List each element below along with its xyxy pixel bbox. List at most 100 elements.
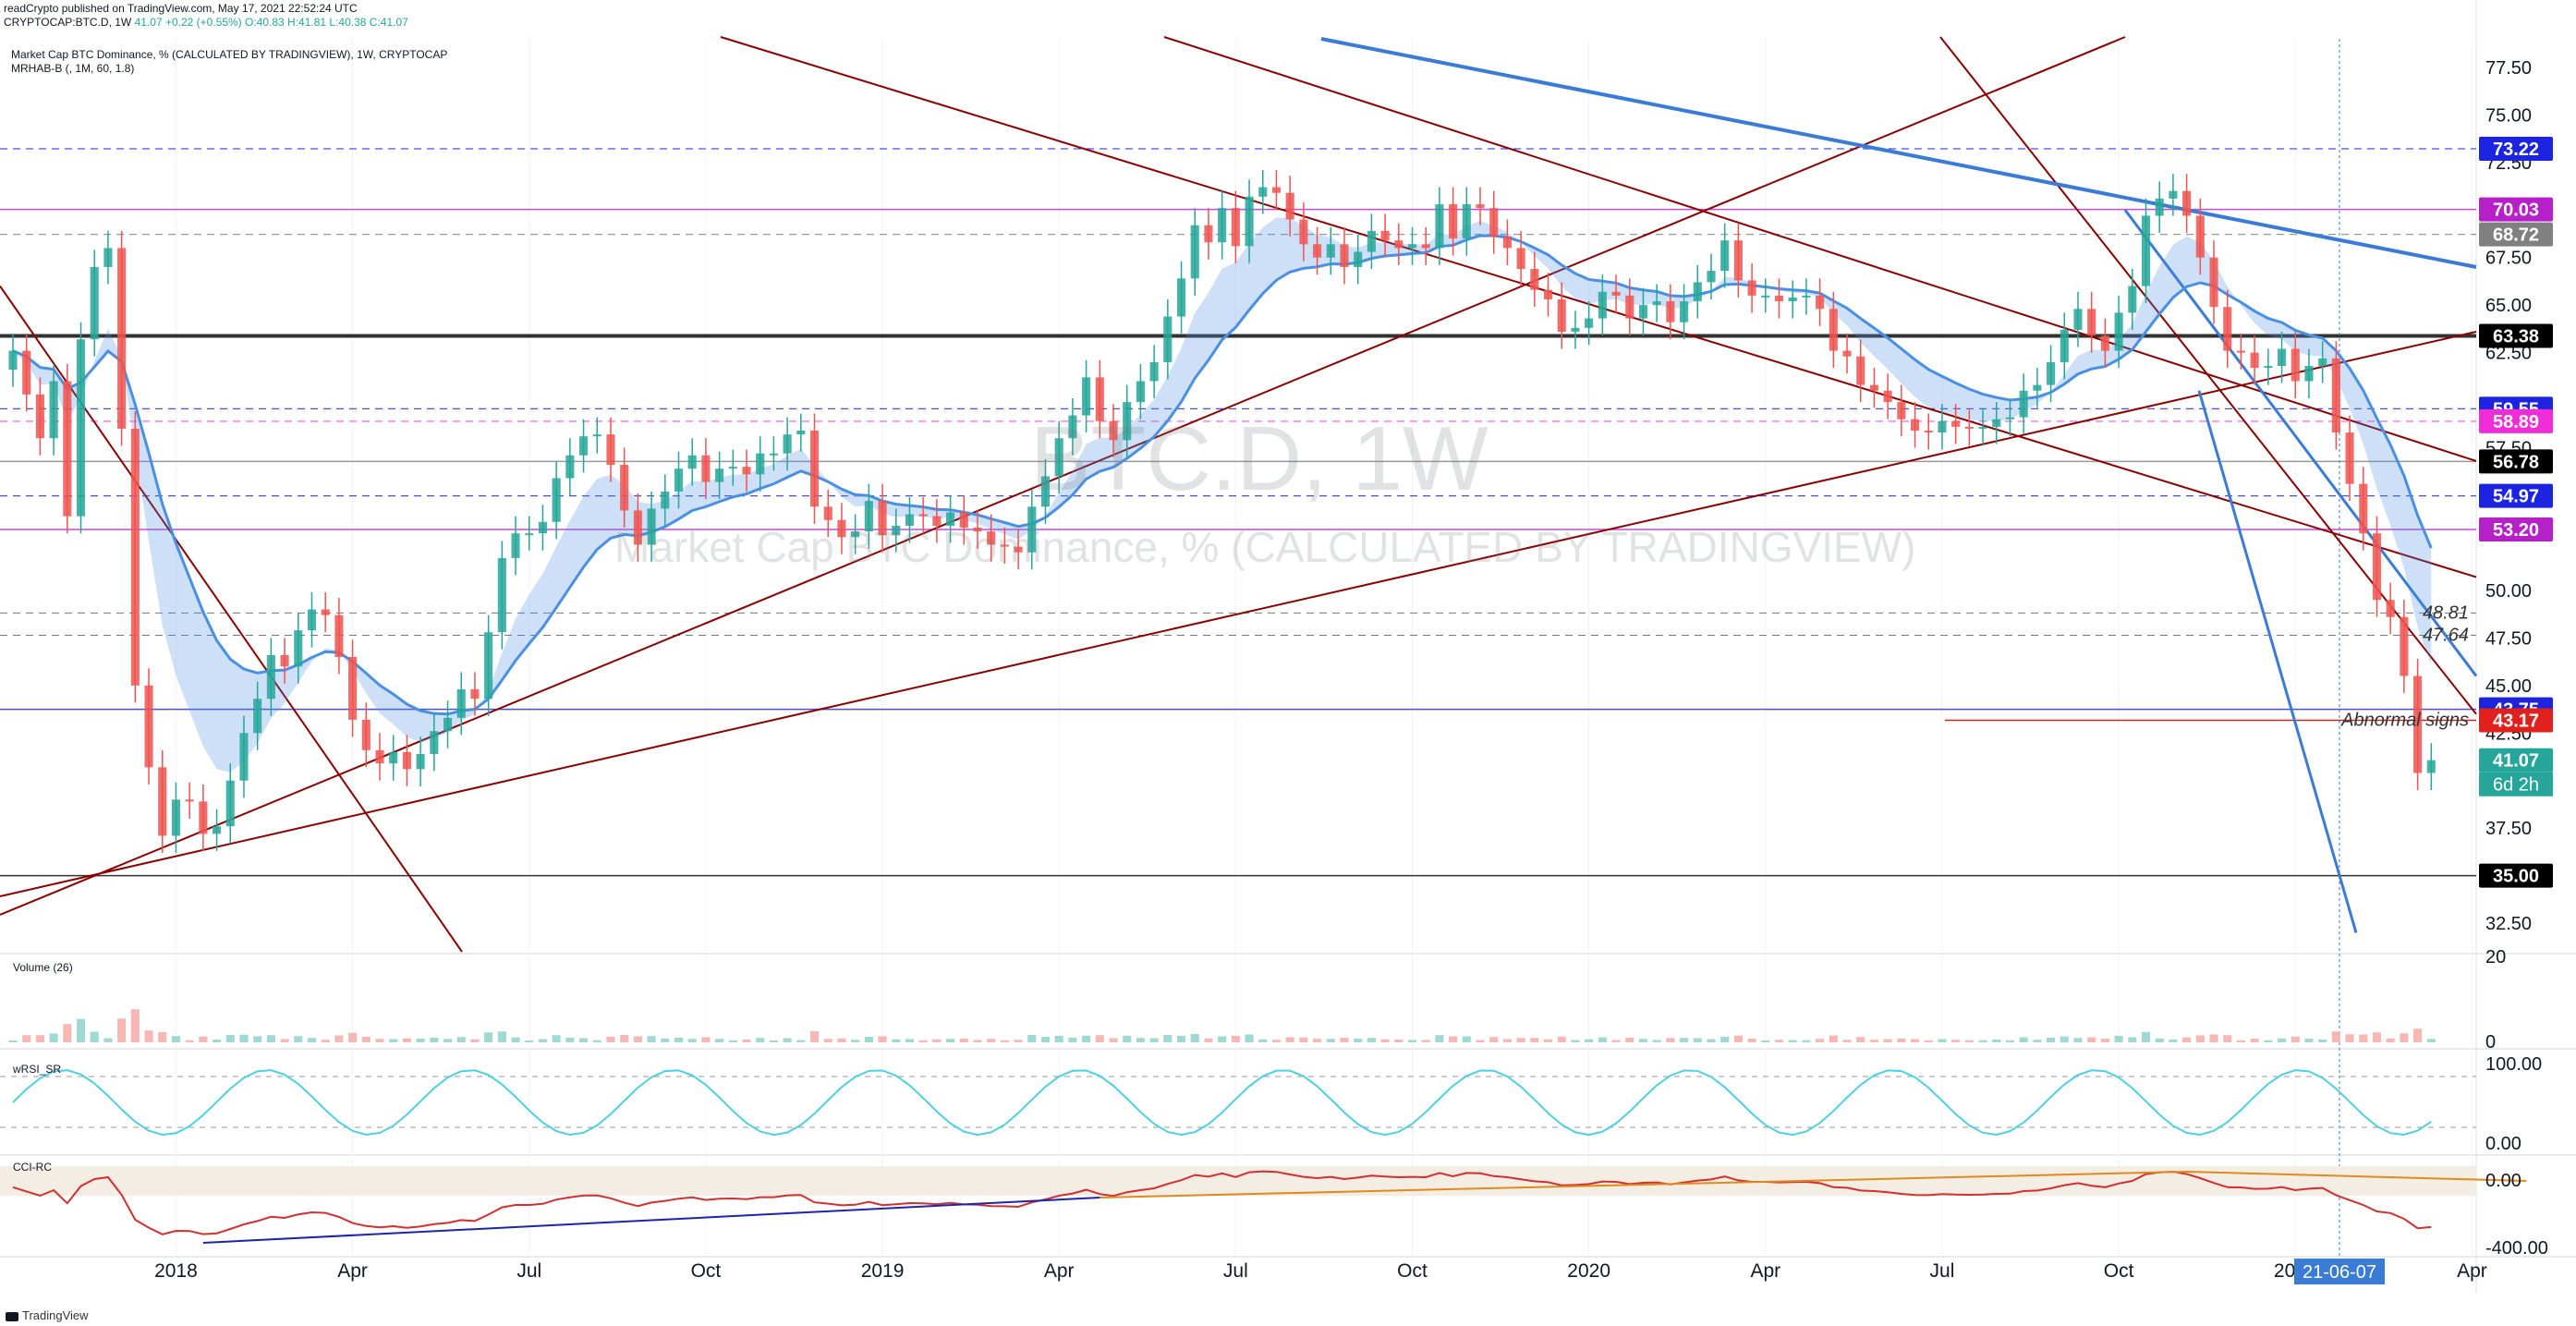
volume-bar <box>171 1036 181 1042</box>
volume-bar <box>375 1039 384 1042</box>
volume-bar <box>1992 1040 2001 1042</box>
x-tick-label: Apr <box>337 1260 368 1282</box>
publisher-line: readCrypto published on TradingView.com,… <box>4 2 358 15</box>
candle-body <box>294 630 303 667</box>
volume-bar <box>1109 1038 1118 1042</box>
tradingview-footer[interactable]: TradingView <box>6 1308 89 1322</box>
candle-body <box>783 434 792 454</box>
candle-body <box>2290 348 2300 382</box>
trendline <box>0 331 2477 897</box>
candle-body <box>918 514 928 517</box>
candle-body <box>430 731 439 754</box>
candle-body <box>1964 426 1974 429</box>
candle-body <box>2128 286 2137 313</box>
volume-bar <box>1163 1035 1173 1042</box>
volume-bar <box>742 1040 751 1042</box>
volume-bar <box>1761 1040 1770 1042</box>
volume-bar <box>225 1035 235 1042</box>
candle-body <box>756 453 765 475</box>
x-tick-label: 2019 <box>861 1260 905 1282</box>
price-badge-label: 63.38 <box>2493 327 2539 347</box>
candle-body <box>171 799 181 836</box>
volume-tick-label: 20 <box>2485 947 2506 967</box>
candle-body <box>1788 297 1797 302</box>
candle-body <box>49 381 58 439</box>
candle-body <box>2236 350 2245 353</box>
price-badge-label: 56.78 <box>2493 452 2539 472</box>
x-tick-label: Oct <box>1397 1260 1428 1282</box>
volume-bar <box>1774 1040 1784 1042</box>
volume-bar <box>552 1035 561 1042</box>
candle-body <box>1462 204 1471 239</box>
candle-body <box>2114 312 2123 351</box>
candle-body <box>1285 192 1294 220</box>
volume-bar <box>1367 1038 1376 1042</box>
x-tick-label: Apr <box>2457 1260 2487 1282</box>
candle-body <box>63 381 72 517</box>
candle-body <box>1557 298 1566 332</box>
candle-body <box>1190 225 1199 279</box>
candle-body <box>552 478 561 522</box>
candle-body <box>1816 295 1825 310</box>
price-badge-label: 68.72 <box>2493 225 2539 246</box>
volume-bar <box>307 1038 317 1042</box>
volume-bar <box>756 1038 765 1042</box>
candle-body <box>525 533 534 536</box>
volume-bar <box>213 1040 222 1042</box>
volume-bar <box>851 1040 860 1042</box>
volume-bar <box>1802 1040 1811 1042</box>
price-badge-label: 54.97 <box>2493 487 2539 507</box>
x-tick-label: 2018 <box>154 1260 198 1282</box>
price-badge <box>2479 863 2553 888</box>
volume-bar <box>837 1038 846 1042</box>
volume-bar <box>633 1036 642 1042</box>
price-badge <box>2479 748 2553 772</box>
candle-body <box>1842 350 1852 357</box>
volume-bar <box>2290 1036 2300 1042</box>
volume-bar <box>606 1037 615 1042</box>
candle-body <box>1407 244 1417 249</box>
blue-trendline <box>2197 390 2358 933</box>
candle-body <box>565 455 575 479</box>
countdown-badge <box>2479 772 2553 797</box>
volume-bar <box>2060 1036 2069 1042</box>
candle-body <box>701 455 711 482</box>
trendline <box>1939 36 2477 715</box>
volume-bar <box>348 1032 358 1042</box>
candle-body <box>864 501 873 532</box>
volume-bar <box>2345 1034 2354 1042</box>
volume-bar <box>2426 1039 2436 1042</box>
y-tick-label: 62.50 <box>2485 344 2532 364</box>
candle-body <box>2277 348 2287 367</box>
volume-bar <box>1068 1038 1077 1042</box>
candle-body <box>456 688 466 718</box>
symbol-header: CRYPTOCAP:BTC.D, 1W 41.07 +0.22 (+0.55%)… <box>4 16 408 29</box>
watermark-symbol: BTC.D, 1W <box>1030 408 1488 509</box>
volume-bar <box>1380 1039 1390 1042</box>
candle-body <box>117 248 127 429</box>
y-tick-label: 77.50 <box>2485 58 2532 79</box>
volume-bar <box>1014 1040 1023 1042</box>
volume-bar <box>103 1038 113 1042</box>
candle-body <box>809 431 820 507</box>
x-tick-label: Jul <box>516 1260 541 1282</box>
volume-bar <box>1978 1040 1987 1042</box>
candle-body <box>8 350 18 371</box>
candle-body <box>2073 309 2083 330</box>
price-badge <box>2479 323 2553 348</box>
volume-bar <box>1054 1036 1063 1042</box>
volume-bar <box>280 1039 289 1042</box>
candle-body <box>389 751 398 764</box>
volume-bar <box>783 1038 792 1042</box>
candle-body <box>2060 329 2069 362</box>
volume-bar <box>2087 1037 2096 1042</box>
volume-bar <box>1516 1038 1525 1042</box>
cci-signal-line <box>1100 1170 2527 1198</box>
candle-body <box>579 436 589 456</box>
candle-body <box>1543 289 1553 299</box>
volume-bar <box>1299 1037 1308 1042</box>
candle-body <box>2195 215 2205 258</box>
volume-bar <box>2169 1040 2178 1042</box>
volume-bar <box>1571 1040 1580 1042</box>
